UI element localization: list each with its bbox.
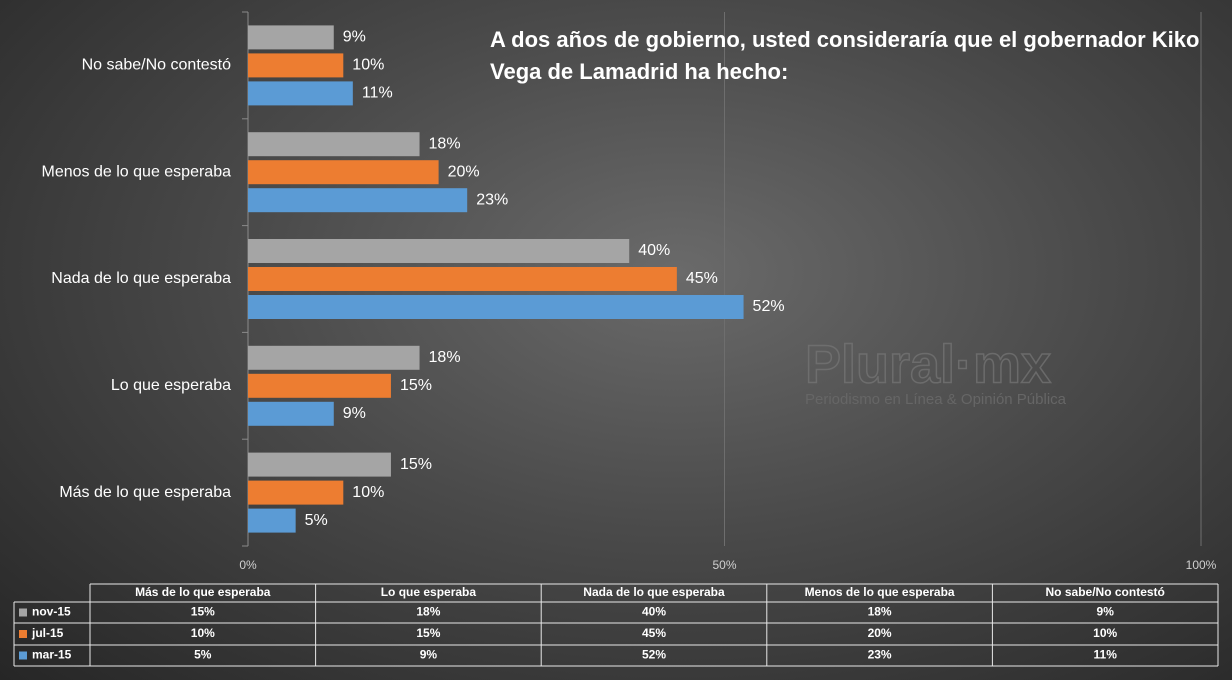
value-label: 23% xyxy=(476,191,508,208)
y-tick-label: Más de lo que esperaba xyxy=(59,484,231,501)
value-label: 40% xyxy=(638,242,670,259)
bar xyxy=(248,53,344,78)
value-label: 52% xyxy=(753,298,785,315)
table-header: Más de lo que esperaba xyxy=(135,585,271,599)
value-label: 10% xyxy=(352,57,384,74)
table-cell: 45% xyxy=(642,626,666,640)
legend-label: mar-15 xyxy=(32,648,72,662)
value-label: 18% xyxy=(429,135,461,152)
table-cell: 40% xyxy=(642,605,666,619)
x-tick-label: 50% xyxy=(712,558,736,572)
x-tick-label: 0% xyxy=(239,558,257,572)
y-tick-label: Lo que esperaba xyxy=(111,377,231,394)
table-cell: 10% xyxy=(1093,626,1117,640)
value-label: 45% xyxy=(686,270,718,287)
legend-label: nov-15 xyxy=(32,605,71,619)
table-cell: 5% xyxy=(194,648,212,662)
bar xyxy=(248,25,334,50)
legend-swatch xyxy=(19,651,27,660)
legend-swatch xyxy=(19,630,27,638)
table-cell: 15% xyxy=(191,605,215,619)
bar xyxy=(248,81,353,106)
table-cell: 23% xyxy=(868,648,892,662)
chart-title: A dos años de gobierno, usted considerar… xyxy=(490,27,1200,84)
table-header: Lo que esperaba xyxy=(381,585,477,599)
bar xyxy=(248,401,334,426)
table-cell: 18% xyxy=(868,605,892,619)
value-label: 15% xyxy=(400,377,432,394)
legend-label: jul-15 xyxy=(31,626,64,640)
table-cell: 15% xyxy=(416,626,440,640)
bar xyxy=(248,373,391,398)
bar xyxy=(248,160,439,185)
table-header: No sabe/No contestó xyxy=(1046,585,1165,599)
table-cell: 52% xyxy=(642,648,666,662)
bar xyxy=(248,480,344,505)
table-cell: 11% xyxy=(1094,648,1118,662)
bar xyxy=(248,452,391,477)
value-label: 18% xyxy=(429,349,461,366)
bar xyxy=(248,188,468,213)
bar xyxy=(248,267,677,291)
table-cell: 20% xyxy=(868,626,892,640)
table-header: Nada de lo que esperaba xyxy=(583,585,725,599)
table-cell: 9% xyxy=(1097,605,1115,619)
value-label: 11% xyxy=(362,85,393,102)
y-tick-label: Nada de lo que esperaba xyxy=(51,270,231,287)
watermark-title: Plural·mx xyxy=(805,334,1051,394)
watermark-subtitle: Periodismo en Línea & Opinión Pública xyxy=(805,391,1067,408)
table-cell: 18% xyxy=(416,605,440,619)
y-tick-label: No sabe/No contestó xyxy=(82,57,232,74)
bar xyxy=(248,239,630,263)
value-label: 5% xyxy=(305,512,328,529)
legend-swatch xyxy=(19,608,27,617)
value-label: 9% xyxy=(343,405,366,422)
bar xyxy=(248,295,744,319)
table-cell: 10% xyxy=(191,626,215,640)
bar xyxy=(248,345,420,370)
value-label: 15% xyxy=(400,456,432,473)
x-tick-label: 100% xyxy=(1186,558,1217,572)
bar xyxy=(248,508,296,533)
table-cell: 9% xyxy=(420,648,438,662)
value-label: 20% xyxy=(448,163,480,180)
y-tick-label: Menos de lo que esperaba xyxy=(42,163,232,180)
value-label: 9% xyxy=(343,29,366,46)
bar xyxy=(248,132,420,157)
table-header: Menos de lo que esperaba xyxy=(805,585,955,599)
value-label: 10% xyxy=(352,484,384,501)
